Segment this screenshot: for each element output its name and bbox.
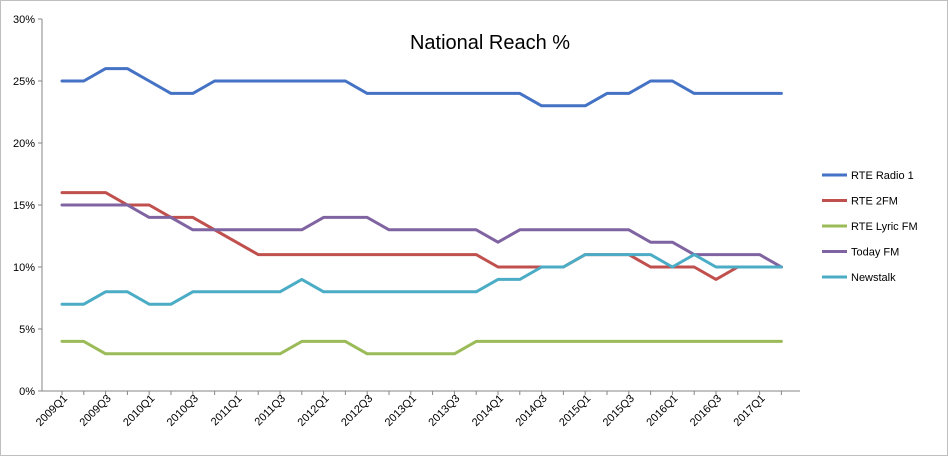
y-tick-label: 20% — [13, 138, 35, 150]
y-tick-label: 0% — [19, 386, 35, 398]
legend-label: RTE Lyric FM — [851, 221, 918, 233]
series-line-rte-lyric-fm — [60, 339, 783, 356]
series-layer — [60, 67, 783, 356]
series-line-newstalk — [60, 253, 783, 306]
legend-label: RTE 2FM — [851, 196, 898, 208]
legend: RTE Radio 1 RTE 2FM RTE Lyric FM Today FM Ne… — [822, 170, 918, 284]
legend-label: Today FM — [851, 247, 899, 259]
legend-label: Newstalk — [851, 272, 896, 284]
y-tick-label: 30% — [13, 14, 35, 26]
series-line-today-fm — [60, 203, 783, 269]
y-tick-label: 5% — [19, 324, 35, 336]
series-line-rte-2fm — [60, 191, 783, 281]
legend-label: RTE Radio 1 — [851, 170, 914, 182]
y-tick-label: 25% — [13, 76, 35, 88]
y-tick-label: 15% — [13, 200, 35, 212]
chart-title: National Reach % — [410, 32, 570, 54]
series-line-rte-radio-1 — [60, 67, 783, 108]
y-tick-label: 10% — [13, 262, 35, 274]
